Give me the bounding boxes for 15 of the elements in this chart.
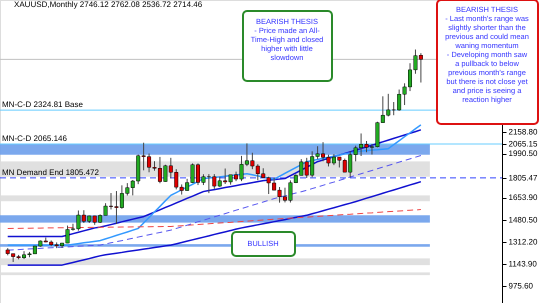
y-tick-label: 975.60 [508,281,534,290]
line-series [6,180,422,266]
y-tick-label: 2158.80 [508,127,538,136]
ref-line-label: MN-C-D 2065.146 [2,134,68,143]
line-series [7,209,422,229]
y-tick-label: 1805.47 [508,173,538,182]
chart-title: XAUUSD,Monthly 2746.12 2762.08 2536.72 2714.46 [14,0,203,9]
y-tick-label: 2065.15 [508,139,538,148]
y-tick-label: 1480.50 [508,216,538,225]
y-tick-label: 1653.90 [508,193,538,202]
y-tick-label: 1990.50 [508,149,538,158]
y-tick-label: 1312.20 [508,238,538,247]
ref-line-label: MN Demand End 1805.472 [2,168,100,177]
y-tick-label: 1143.90 [508,260,538,269]
ref-line-label: MN-C-D 2324.81 Base [2,100,84,110]
